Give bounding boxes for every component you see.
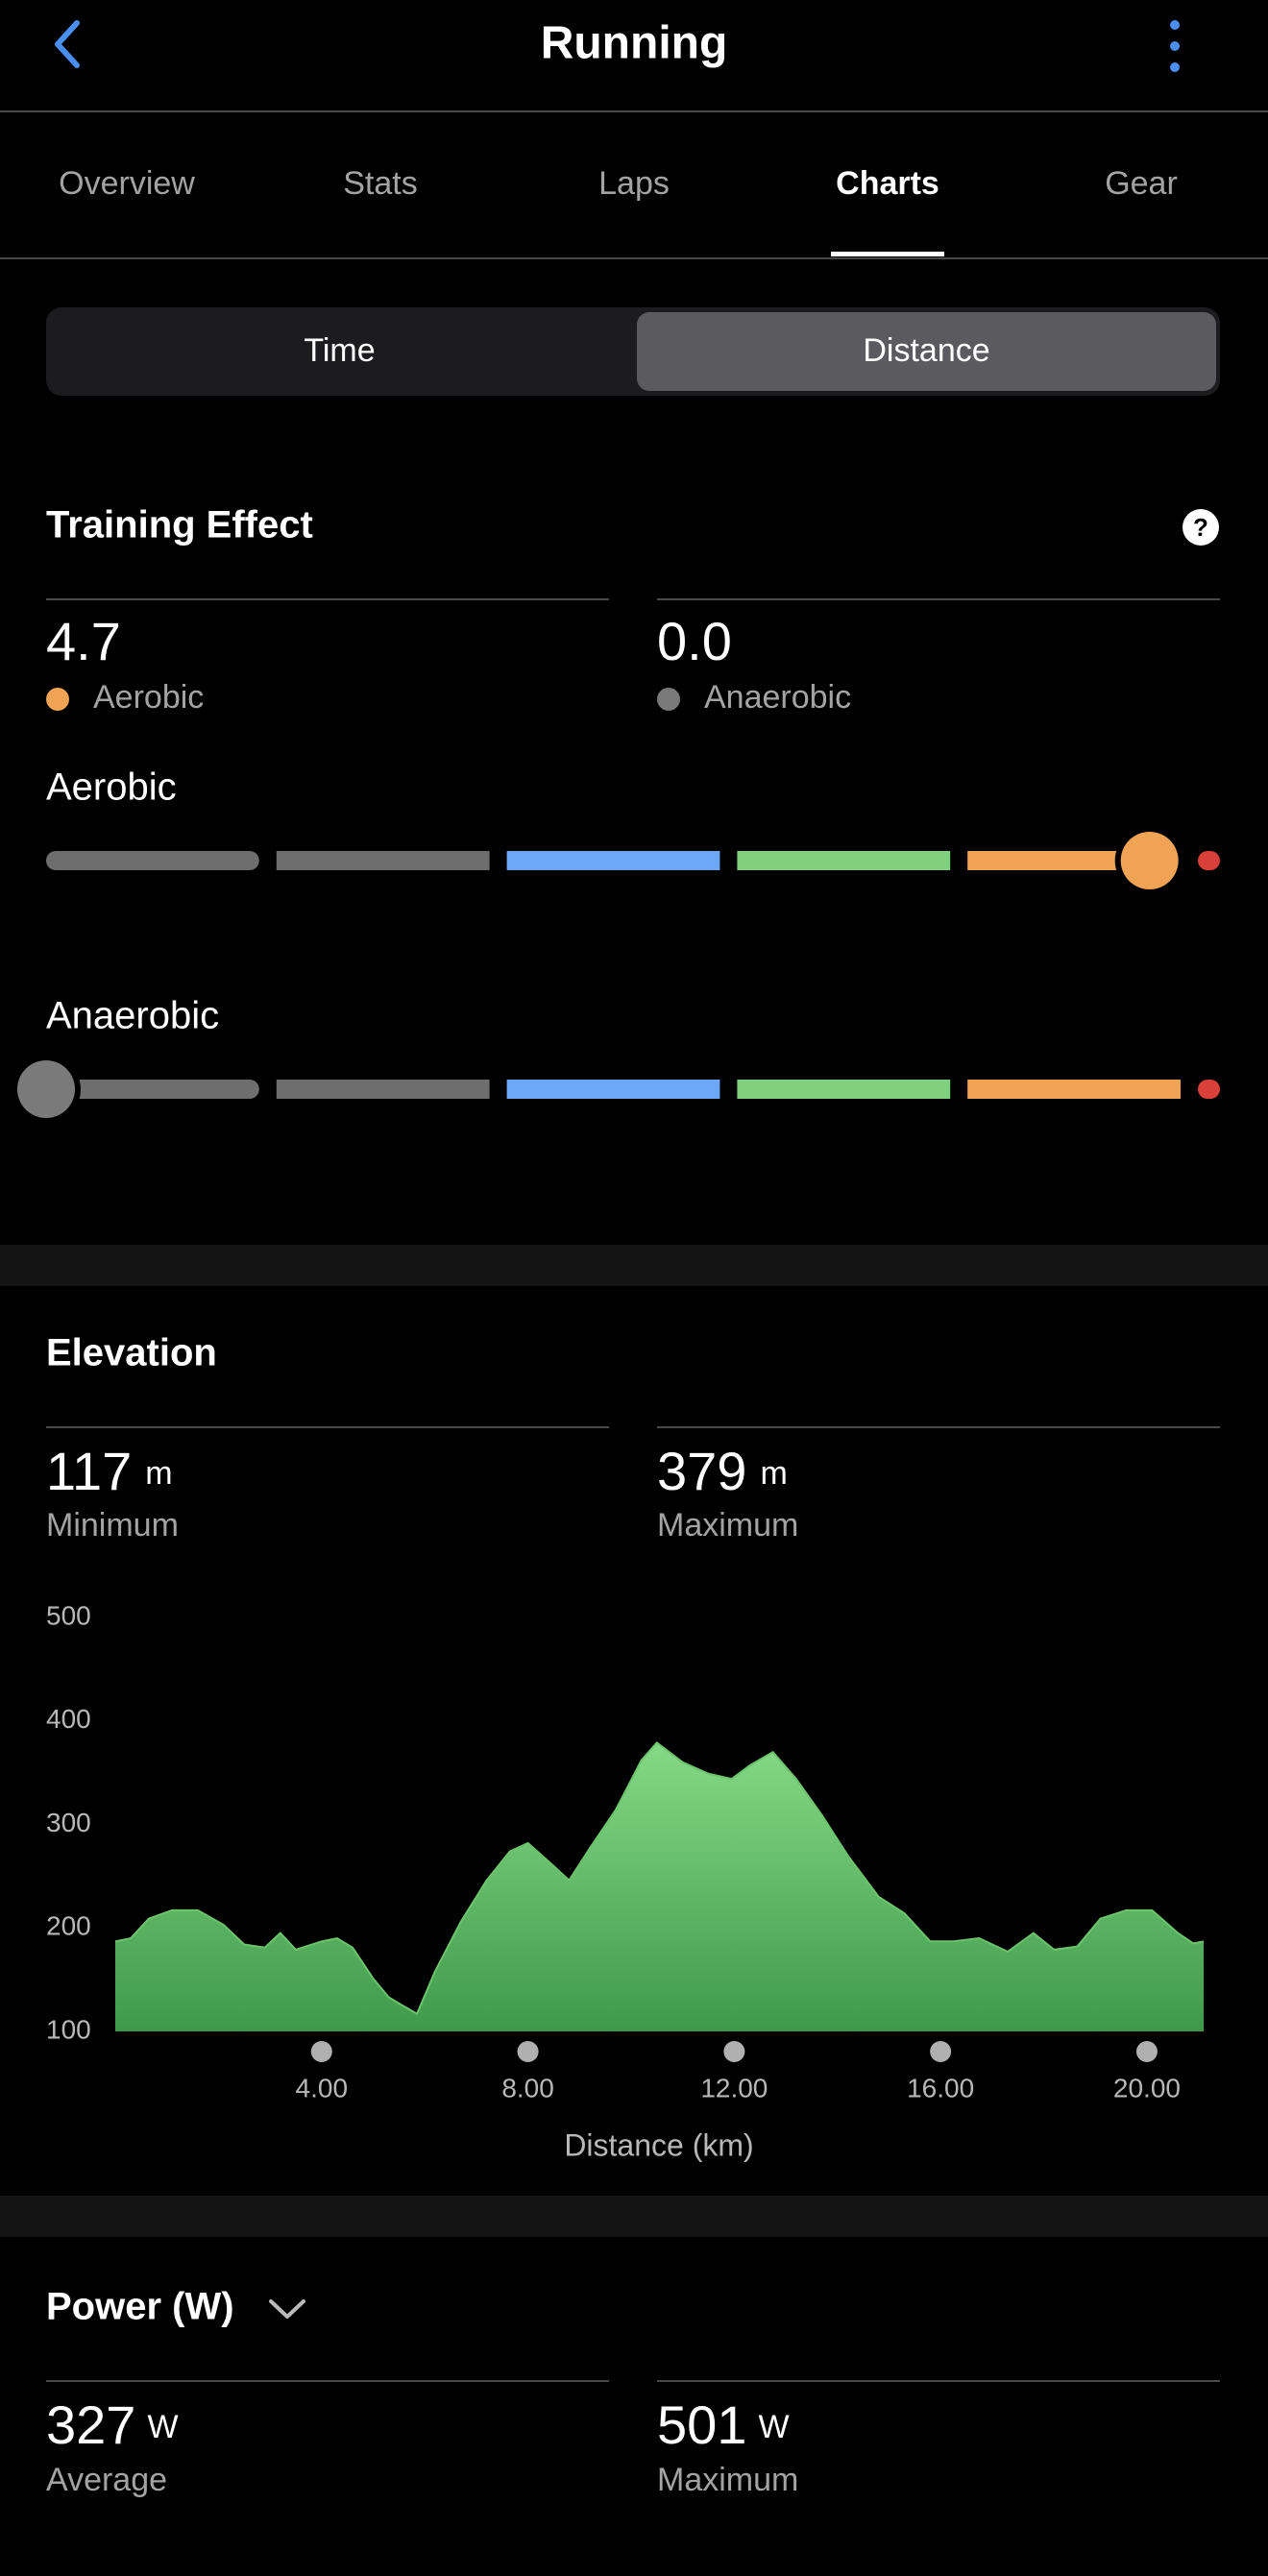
- stat-label: Minimum: [46, 1507, 179, 1543]
- value: 327: [46, 2394, 135, 2455]
- stat-label: Maximum: [657, 1507, 798, 1543]
- anaerobic-value: 0.0: [657, 611, 732, 671]
- gauge-segment: [46, 851, 259, 870]
- gauge-segment: [967, 1080, 1181, 1099]
- stat-value: 117 m: [46, 1441, 173, 1501]
- unit: m: [760, 1455, 787, 1492]
- tab[interactable]: Charts: [836, 165, 939, 202]
- stat-label: Average: [46, 2462, 167, 2498]
- stat-value: 379 m: [657, 1441, 788, 1501]
- x-tick-label: 8.00: [501, 2073, 554, 2102]
- gauge-heading: Aerobic: [46, 766, 177, 809]
- menu-dot: [1170, 41, 1180, 51]
- x-tick-dot: [517, 2041, 539, 2062]
- x-tick-dot: [1135, 2041, 1158, 2062]
- gauge-segment: [1198, 851, 1220, 870]
- gauge-segment: [276, 851, 490, 870]
- x-tick-label: 20.00: [1113, 2073, 1181, 2102]
- anaerobic-label: Anaerobic: [704, 679, 851, 716]
- value: 379: [657, 1441, 746, 1501]
- gauge-segment: [1198, 1080, 1220, 1099]
- y-tick-label: 200: [46, 1911, 91, 1941]
- help-icon: [1183, 509, 1219, 546]
- x-tick-label: 4.00: [296, 2073, 349, 2102]
- section-title: Elevation: [46, 1332, 217, 1374]
- section-separator: [0, 2196, 1268, 2237]
- gauge-segment: [737, 1080, 951, 1099]
- page-title: Running: [541, 18, 728, 69]
- gauge-segment: [506, 851, 720, 870]
- back-icon: [55, 20, 80, 68]
- menu-button[interactable]: [1170, 20, 1180, 72]
- value: 501: [657, 2394, 746, 2455]
- unit: W: [758, 2409, 789, 2445]
- tab[interactable]: Stats: [343, 165, 417, 202]
- x-axis-title: Distance (km): [564, 2127, 753, 2162]
- tab-bar: Overview Stats Laps Charts Gear: [59, 165, 1178, 256]
- gauge-marker-fill: [17, 1060, 75, 1118]
- gauge-segment: [506, 1080, 720, 1099]
- segment-option[interactable]: Time: [304, 332, 375, 369]
- tab[interactable]: Laps: [598, 165, 670, 202]
- gauge-heading: Anaerobic: [46, 995, 219, 1037]
- unit: W: [147, 2409, 178, 2445]
- back-button[interactable]: [55, 20, 80, 68]
- gauge-marker-fill: [1120, 832, 1179, 889]
- aerobic-label: Aerobic: [93, 679, 204, 716]
- section-separator: [0, 1245, 1268, 1286]
- gauge-segment: [276, 1080, 490, 1099]
- area-fill: [115, 1742, 1204, 2031]
- chevron: [269, 2299, 305, 2319]
- section-title: Training Effect: [46, 504, 313, 547]
- stat-value: 501 W: [657, 2394, 790, 2455]
- segment-selected: [637, 312, 1216, 391]
- y-tick-label: 400: [46, 1704, 91, 1734]
- help-button[interactable]: ?: [1183, 509, 1219, 546]
- legend-dot: [657, 688, 680, 711]
- segmented-options: Time Distance: [304, 312, 1216, 391]
- x-tick-dot: [310, 2041, 332, 2062]
- x-tick-dot: [930, 2041, 952, 2062]
- power-dropdown[interactable]: Power (W): [46, 2286, 305, 2328]
- value: 117: [46, 1441, 132, 1501]
- y-tick-label: 100: [46, 2014, 91, 2044]
- x-tick-label: 16.00: [907, 2073, 974, 2102]
- y-tick-label: 500: [46, 1600, 91, 1630]
- area-line: [114, 1741, 1205, 2016]
- gauge-segment: [737, 851, 951, 870]
- stat-label: Maximum: [657, 2462, 798, 2498]
- y-tick-label: 300: [46, 1808, 91, 1837]
- anaerobic-gauge: [12, 1055, 1220, 1124]
- x-tick-dot: [723, 2041, 745, 2062]
- elevation-chart: 100 200 300 400 500 4.00 8.00 12.00 16.00 20.00: [46, 1600, 1205, 2102]
- tab-indicator: [831, 252, 944, 256]
- section-title: Power (W): [46, 2286, 234, 2328]
- aerobic-gauge: [46, 826, 1220, 895]
- unit: m: [145, 1455, 172, 1492]
- aerobic-value: 4.7: [46, 611, 121, 671]
- legend-dot: [46, 688, 69, 711]
- tab[interactable]: Overview: [59, 165, 195, 202]
- menu-dot: [1170, 20, 1180, 30]
- menu-dot: [1170, 62, 1180, 72]
- tab[interactable]: Gear: [1105, 165, 1178, 202]
- stat-value: 327 W: [46, 2394, 179, 2455]
- x-tick-label: 12.00: [700, 2073, 768, 2102]
- help-glyph: ?: [1193, 513, 1208, 542]
- segment-option[interactable]: Distance: [863, 332, 989, 369]
- gauge-segment: [46, 1080, 259, 1099]
